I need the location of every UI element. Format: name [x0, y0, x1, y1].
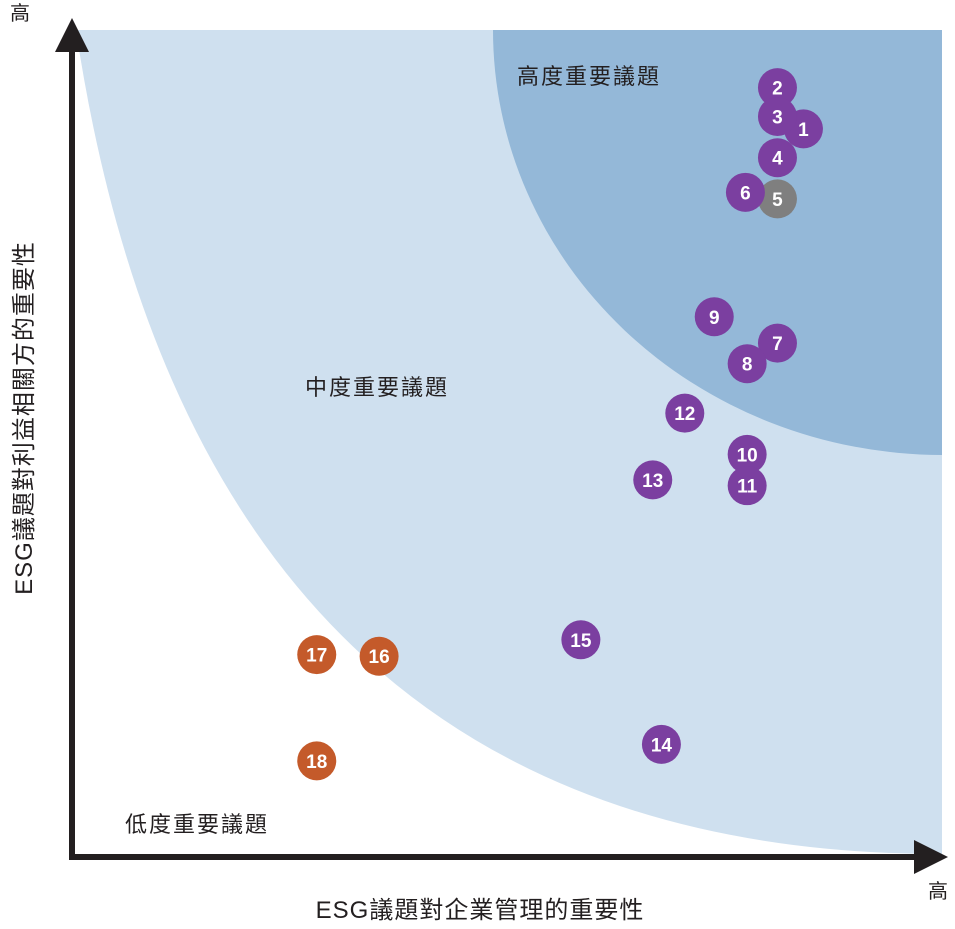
y-axis-title: ESG議題對利益相關方的重要性: [11, 241, 38, 595]
high-importance-zone: [493, 30, 942, 455]
point-label-11: 11: [737, 477, 758, 498]
point-label-4: 4: [772, 149, 783, 170]
point-label-12: 12: [674, 404, 695, 425]
point-marker-18: [297, 741, 337, 781]
data-point-15: 15: [561, 620, 601, 660]
point-marker-17: [297, 635, 337, 675]
data-point-5: 5: [757, 179, 797, 219]
zone-label-high: 高度重要議題: [517, 64, 661, 89]
data-point-16: 16: [359, 636, 399, 676]
point-marker-11: [727, 466, 767, 506]
data-point-12: 12: [665, 393, 705, 433]
point-marker-16: [359, 636, 399, 676]
point-marker-9: [694, 297, 734, 337]
point-label-8: 8: [742, 355, 753, 376]
point-label-10: 10: [737, 445, 758, 466]
data-point-11: 11: [727, 466, 767, 506]
point-marker-13: [633, 460, 673, 500]
point-label-3: 3: [772, 108, 783, 129]
point-label-17: 17: [306, 646, 327, 667]
data-point-3: 3: [757, 97, 797, 137]
point-label-18: 18: [306, 752, 327, 773]
x-axis-high-label: 高: [928, 880, 948, 903]
point-marker-3: [757, 97, 797, 137]
point-label-15: 15: [570, 631, 592, 652]
data-point-14: 14: [641, 724, 681, 764]
point-label-9: 9: [709, 308, 720, 329]
point-label-1: 1: [798, 120, 809, 141]
x-axis-arrow-icon: [914, 840, 948, 874]
point-label-6: 6: [740, 183, 751, 204]
data-point-9: 9: [694, 297, 734, 337]
point-marker-10: [727, 434, 767, 474]
point-label-7: 7: [772, 334, 783, 355]
point-marker-4: [757, 138, 797, 178]
data-point-2: 2: [757, 68, 797, 108]
data-point-7: 7: [757, 323, 797, 363]
point-marker-14: [641, 724, 681, 764]
data-point-17: 17: [297, 635, 337, 675]
point-marker-12: [665, 393, 705, 433]
point-marker-8: [727, 344, 767, 384]
point-marker-15: [561, 620, 601, 660]
point-marker-2: [757, 68, 797, 108]
point-marker-5: [757, 179, 797, 219]
data-point-13: 13: [633, 460, 673, 500]
point-marker-6: [725, 172, 765, 212]
point-label-16: 16: [369, 647, 390, 668]
y-axis-arrow-icon: [55, 18, 89, 52]
data-point-8: 8: [727, 344, 767, 384]
zone-label-medium: 中度重要議題: [305, 375, 449, 400]
point-label-13: 13: [642, 471, 663, 492]
zone-label-low: 低度重要議題: [125, 812, 269, 837]
point-label-2: 2: [772, 79, 783, 100]
point-label-14: 14: [651, 735, 673, 756]
data-point-10: 10: [727, 434, 767, 474]
data-point-4: 4: [757, 138, 797, 178]
data-point-18: 18: [297, 741, 337, 781]
point-marker-7: [757, 323, 797, 363]
y-axis-high-label: 高: [10, 2, 30, 25]
point-label-5: 5: [772, 190, 783, 211]
x-axis-title: ESG議題對企業管理的重要性: [316, 897, 645, 924]
data-point-6: 6: [725, 172, 765, 212]
